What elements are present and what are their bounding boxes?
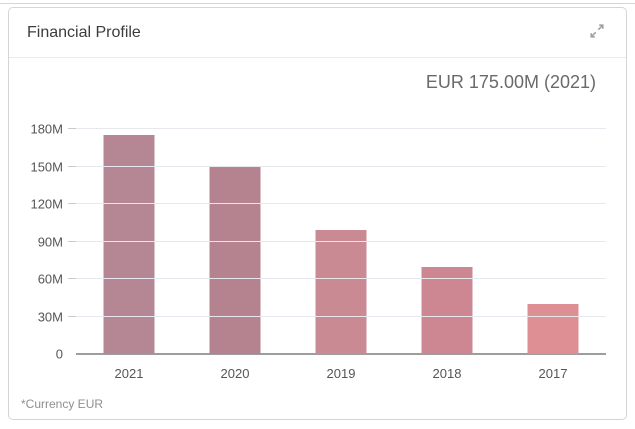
gridline — [76, 203, 606, 205]
chart-headline-value: EUR 175.00M (2021) — [425, 72, 596, 92]
y-axis-tick — [68, 278, 76, 280]
bar-2018[interactable] — [421, 266, 473, 354]
bar-2019[interactable] — [315, 230, 367, 354]
gridline — [76, 240, 606, 242]
bar-column — [500, 129, 606, 354]
gridline — [76, 128, 606, 129]
currency-footnote: *Currency EUR — [21, 397, 104, 411]
x-axis-label: 2018 — [432, 366, 462, 381]
bar-column — [76, 129, 182, 354]
y-axis-tick — [68, 315, 76, 317]
y-axis-label: 150M — [30, 159, 63, 174]
bar-column — [394, 129, 500, 354]
y-axis-label: 180M — [30, 121, 63, 137]
y-axis-tick — [68, 128, 76, 129]
y-axis-label: 120M — [30, 196, 63, 212]
page-top-divider — [0, 3, 635, 4]
bar-2017[interactable] — [527, 304, 579, 354]
y-axis-label: 90M — [37, 234, 63, 249]
y-axis-tick — [68, 165, 76, 167]
bars-container — [76, 129, 606, 354]
expand-button[interactable] — [586, 22, 608, 44]
plot-area: 0 30M 60M 90M 120M 150M 180M — [30, 122, 606, 362]
bar-2021[interactable] — [103, 135, 155, 354]
gridline — [76, 278, 606, 280]
x-axis-line — [76, 353, 606, 355]
x-axis-label: 2017 — [538, 366, 568, 381]
bar-column — [288, 129, 394, 354]
x-axis-labels: 2021 2020 2019 2018 2017 — [76, 366, 606, 381]
y-axis-tick — [68, 240, 76, 242]
x-axis-label: 2021 — [114, 366, 144, 381]
y-axis-label: 30M — [37, 309, 63, 325]
y-axis-label: 0 — [55, 346, 63, 362]
y-axis-tick — [68, 203, 76, 205]
y-axis-label: 60M — [37, 271, 63, 287]
x-axis-label: 2020 — [220, 366, 250, 381]
bar-column — [182, 129, 288, 354]
x-axis-label: 2019 — [326, 366, 356, 381]
card-header: Financial Profile — [9, 8, 626, 58]
gridline — [76, 315, 606, 317]
expand-arrows-icon — [589, 23, 605, 42]
bar-2020[interactable] — [209, 166, 261, 354]
financial-profile-card: Financial Profile EUR 175.00M (2021) 0 30… — [8, 7, 627, 420]
card-title: Financial Profile — [27, 23, 141, 41]
gridline — [76, 165, 606, 167]
